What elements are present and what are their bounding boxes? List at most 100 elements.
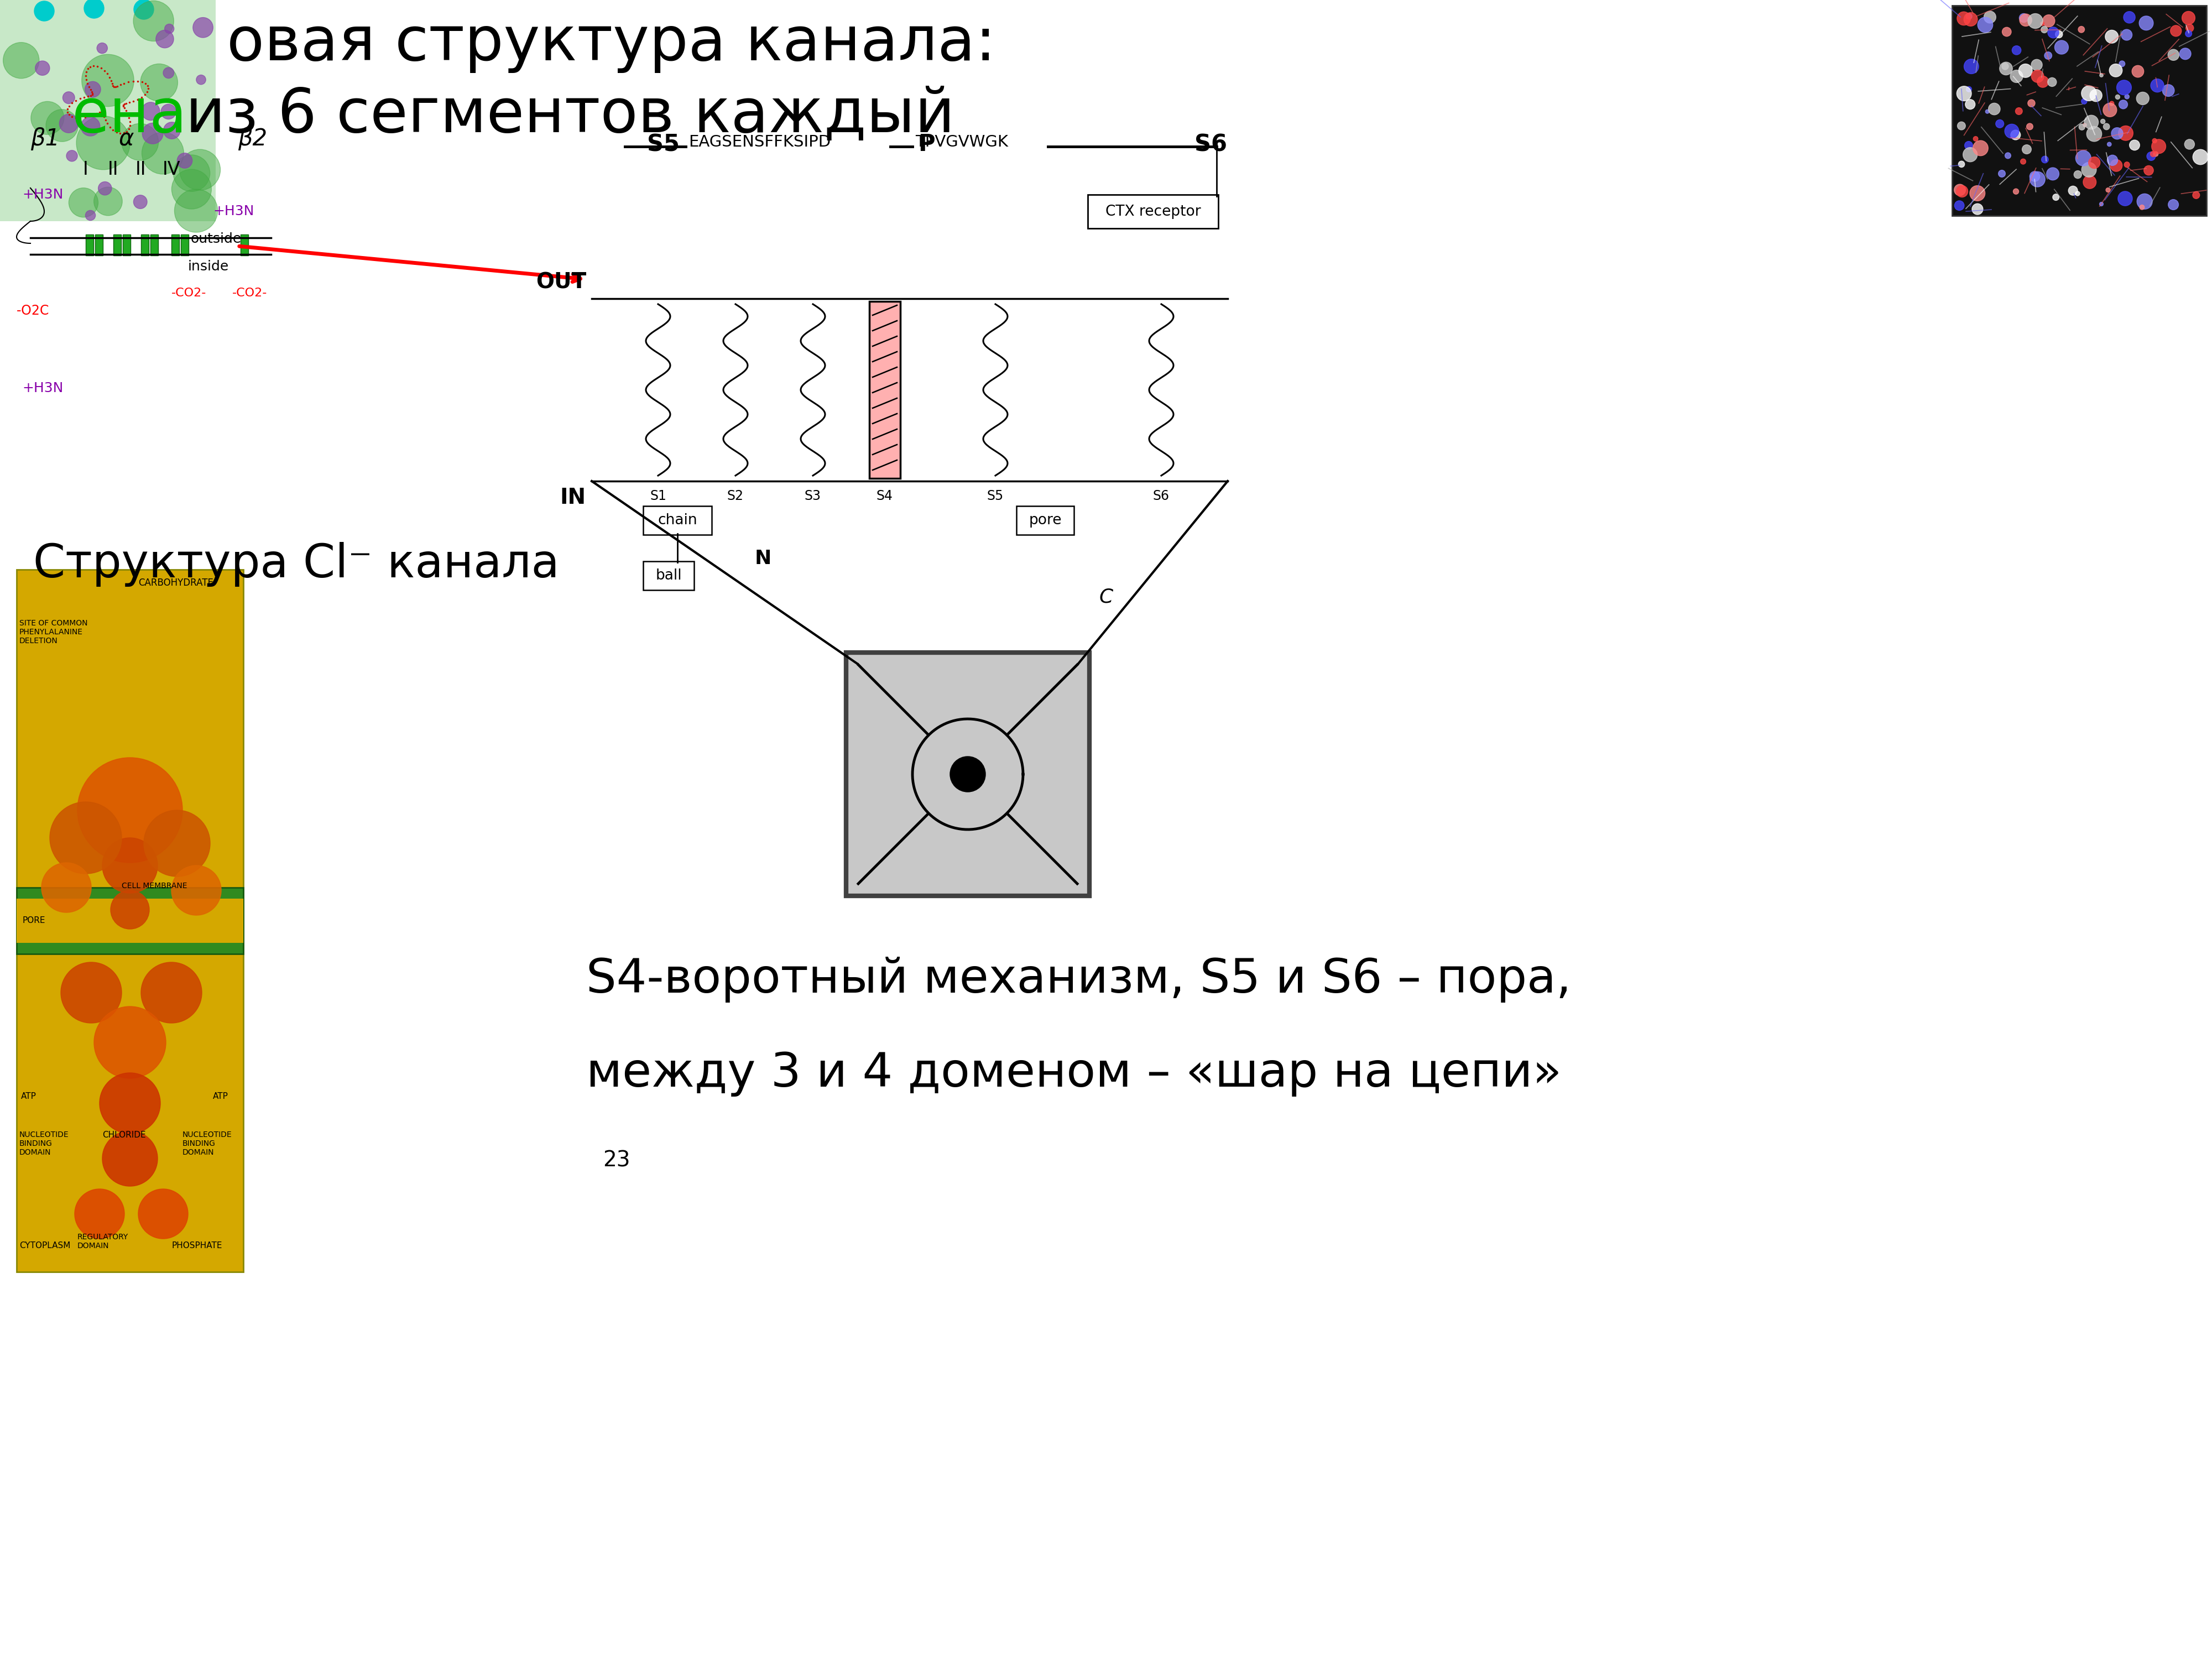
Circle shape	[144, 810, 210, 876]
Circle shape	[2037, 76, 2048, 88]
Circle shape	[2048, 27, 2059, 38]
Circle shape	[2104, 123, 2110, 129]
Circle shape	[2084, 123, 2086, 126]
Text: IN: IN	[560, 488, 586, 508]
Circle shape	[2130, 139, 2139, 151]
Text: C: C	[1099, 587, 1113, 607]
Circle shape	[2179, 48, 2192, 60]
FancyBboxPatch shape	[1088, 194, 1219, 229]
Circle shape	[1953, 184, 1966, 196]
Circle shape	[2185, 25, 2194, 32]
Text: II: II	[108, 161, 119, 179]
Text: CELL MEMBRANE: CELL MEMBRANE	[122, 883, 188, 889]
Circle shape	[164, 23, 175, 33]
Circle shape	[1971, 204, 1982, 214]
Circle shape	[2002, 63, 2008, 70]
Circle shape	[1966, 86, 1971, 91]
Circle shape	[42, 863, 91, 912]
Text: β1: β1	[31, 128, 60, 151]
Circle shape	[2124, 12, 2135, 23]
Circle shape	[2004, 153, 2011, 159]
Circle shape	[2101, 119, 2106, 124]
Circle shape	[2028, 13, 2042, 28]
Circle shape	[133, 0, 175, 41]
Circle shape	[2031, 60, 2042, 70]
Circle shape	[2075, 191, 2079, 196]
Text: OUT: OUT	[535, 272, 586, 292]
Text: из 6 сегментов каждый: из 6 сегментов каждый	[166, 86, 956, 144]
Text: CHLORIDE: CHLORIDE	[102, 1131, 146, 1140]
Circle shape	[2079, 27, 2084, 33]
Circle shape	[31, 101, 64, 134]
Circle shape	[2192, 192, 2199, 199]
Circle shape	[2104, 103, 2117, 116]
Bar	[150, 234, 159, 255]
Bar	[18, 888, 243, 954]
Circle shape	[102, 1131, 157, 1186]
Circle shape	[2046, 168, 2059, 181]
Text: S5: S5	[646, 133, 679, 156]
Bar	[173, 234, 179, 255]
Text: NUCLEOTIDE
BINDING
DOMAIN: NUCLEOTIDE BINDING DOMAIN	[181, 1131, 232, 1156]
Circle shape	[1964, 100, 1975, 109]
Circle shape	[2028, 100, 2035, 106]
Circle shape	[2000, 61, 2013, 75]
Text: +H3N: +H3N	[212, 204, 254, 217]
Circle shape	[1962, 148, 1978, 163]
Text: α: α	[119, 128, 135, 151]
Text: +H3N: +H3N	[22, 382, 64, 395]
Text: Структура Cl⁻ канала: Структура Cl⁻ канала	[33, 542, 560, 587]
Circle shape	[93, 187, 122, 216]
Circle shape	[2099, 73, 2104, 76]
Text: S3: S3	[805, 489, 821, 503]
Circle shape	[2137, 91, 2150, 105]
Circle shape	[2112, 128, 2124, 139]
Circle shape	[2088, 158, 2099, 169]
Circle shape	[2090, 90, 2101, 101]
Text: NUCLEOTIDE
BINDING
DOMAIN: NUCLEOTIDE BINDING DOMAIN	[20, 1131, 69, 1156]
Text: II: II	[135, 161, 146, 179]
Circle shape	[2013, 46, 2022, 55]
Circle shape	[2053, 194, 2059, 201]
Circle shape	[2020, 65, 2033, 78]
Circle shape	[2031, 171, 2039, 181]
Circle shape	[2124, 163, 2130, 168]
Text: I: I	[84, 161, 88, 179]
Text: -CO2-: -CO2-	[173, 287, 206, 299]
Text: S1: S1	[650, 489, 666, 503]
Circle shape	[2044, 51, 2053, 60]
Bar	[95, 234, 102, 255]
Circle shape	[84, 0, 104, 18]
Bar	[113, 234, 122, 255]
Bar	[181, 234, 188, 255]
FancyBboxPatch shape	[644, 506, 712, 534]
Circle shape	[1964, 60, 1980, 73]
Circle shape	[100, 1073, 159, 1133]
Circle shape	[2117, 80, 2132, 95]
Circle shape	[161, 105, 177, 119]
Circle shape	[2108, 143, 2110, 146]
Circle shape	[133, 196, 148, 209]
Circle shape	[2042, 156, 2048, 163]
Circle shape	[2020, 13, 2028, 23]
Circle shape	[86, 211, 95, 221]
Circle shape	[2110, 65, 2121, 76]
Bar	[241, 234, 248, 255]
Circle shape	[97, 182, 111, 196]
Circle shape	[2068, 186, 2077, 196]
Circle shape	[1978, 17, 1993, 33]
Circle shape	[2163, 85, 2174, 96]
Text: ATP: ATP	[212, 1092, 228, 1100]
FancyBboxPatch shape	[1018, 506, 1075, 534]
Circle shape	[197, 75, 206, 85]
Circle shape	[2185, 139, 2194, 149]
Circle shape	[2106, 30, 2119, 43]
Circle shape	[2055, 40, 2068, 55]
Text: outside: outside	[190, 232, 241, 246]
Circle shape	[142, 962, 201, 1024]
Circle shape	[2192, 149, 2208, 164]
Circle shape	[133, 0, 155, 20]
Circle shape	[1964, 13, 1978, 27]
Circle shape	[1969, 186, 1984, 201]
Circle shape	[1986, 109, 1989, 113]
